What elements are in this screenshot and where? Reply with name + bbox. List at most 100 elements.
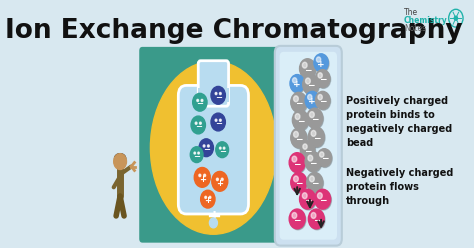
Circle shape — [293, 131, 298, 137]
Text: −: − — [203, 145, 210, 154]
FancyBboxPatch shape — [280, 52, 337, 240]
Circle shape — [292, 156, 297, 162]
Circle shape — [203, 145, 205, 147]
Circle shape — [308, 173, 323, 193]
Circle shape — [197, 99, 199, 101]
Text: −: − — [312, 134, 320, 143]
Text: −: − — [311, 179, 319, 188]
Circle shape — [217, 178, 219, 181]
Text: +: + — [199, 175, 206, 184]
Circle shape — [293, 96, 298, 102]
Circle shape — [212, 171, 228, 191]
Text: +: + — [293, 80, 301, 89]
Circle shape — [194, 152, 195, 154]
Circle shape — [305, 152, 321, 171]
Circle shape — [318, 94, 322, 100]
Circle shape — [307, 108, 323, 128]
Text: −: − — [304, 147, 311, 155]
Circle shape — [194, 167, 210, 187]
Text: −: − — [295, 135, 302, 144]
Text: +: + — [216, 179, 223, 188]
Text: Negatively charged
protein flows
through: Negatively charged protein flows through — [346, 167, 453, 206]
Circle shape — [301, 60, 316, 80]
Text: −: − — [319, 97, 327, 106]
Text: −: − — [304, 196, 311, 205]
Circle shape — [201, 99, 203, 101]
FancyBboxPatch shape — [275, 46, 342, 246]
Circle shape — [211, 86, 225, 104]
Circle shape — [191, 116, 205, 134]
Text: +: + — [309, 97, 316, 106]
Circle shape — [211, 113, 225, 131]
Circle shape — [305, 91, 319, 109]
Circle shape — [319, 152, 324, 157]
Circle shape — [302, 62, 307, 68]
Circle shape — [291, 92, 307, 112]
Circle shape — [300, 189, 316, 209]
Circle shape — [204, 174, 206, 177]
Text: −: − — [195, 122, 202, 131]
Circle shape — [293, 111, 309, 131]
Circle shape — [190, 147, 203, 162]
Circle shape — [200, 122, 201, 124]
Circle shape — [318, 73, 322, 78]
Text: −: − — [215, 119, 222, 128]
Text: Notes: Notes — [404, 24, 426, 33]
Text: +: + — [204, 196, 211, 205]
Circle shape — [308, 127, 324, 147]
Circle shape — [198, 152, 200, 154]
Text: −: − — [311, 115, 319, 124]
Circle shape — [309, 128, 325, 148]
Circle shape — [290, 75, 304, 92]
Circle shape — [215, 119, 217, 121]
Text: −: − — [215, 93, 222, 102]
Circle shape — [303, 76, 319, 95]
Circle shape — [310, 176, 314, 182]
Circle shape — [308, 155, 313, 161]
FancyBboxPatch shape — [198, 88, 228, 102]
Circle shape — [292, 213, 297, 218]
Circle shape — [310, 112, 314, 118]
Circle shape — [292, 129, 308, 149]
Text: Positively charged
protein binds to
negatively charged
bead: Positively charged protein binds to nega… — [346, 96, 452, 148]
Circle shape — [199, 174, 201, 177]
Text: −: − — [293, 216, 301, 225]
Circle shape — [208, 145, 209, 147]
Text: Chemistry: Chemistry — [404, 16, 448, 25]
Text: −: − — [193, 152, 200, 161]
Circle shape — [114, 154, 127, 169]
Ellipse shape — [115, 154, 126, 163]
Text: −: − — [196, 99, 203, 109]
Circle shape — [454, 16, 457, 20]
Circle shape — [209, 196, 211, 198]
Circle shape — [289, 209, 305, 229]
Circle shape — [316, 70, 330, 87]
Circle shape — [303, 144, 307, 149]
Circle shape — [316, 91, 330, 109]
Circle shape — [291, 172, 307, 192]
Circle shape — [316, 71, 331, 88]
Circle shape — [195, 122, 197, 124]
FancyBboxPatch shape — [139, 47, 288, 243]
Circle shape — [317, 57, 321, 62]
Circle shape — [219, 147, 221, 149]
Text: −: − — [319, 75, 327, 84]
Circle shape — [315, 55, 329, 73]
Circle shape — [317, 149, 331, 166]
Circle shape — [302, 193, 307, 199]
Text: −: − — [219, 147, 226, 156]
Circle shape — [316, 190, 331, 210]
Circle shape — [291, 128, 307, 148]
Circle shape — [215, 93, 217, 95]
Circle shape — [311, 213, 316, 218]
Circle shape — [306, 92, 320, 110]
Circle shape — [315, 189, 331, 209]
Circle shape — [309, 210, 325, 230]
FancyBboxPatch shape — [198, 61, 228, 106]
Circle shape — [301, 141, 315, 159]
Circle shape — [300, 59, 316, 79]
Circle shape — [308, 209, 324, 229]
Text: +: + — [317, 60, 325, 68]
Text: +: + — [206, 208, 221, 226]
Circle shape — [292, 173, 308, 193]
